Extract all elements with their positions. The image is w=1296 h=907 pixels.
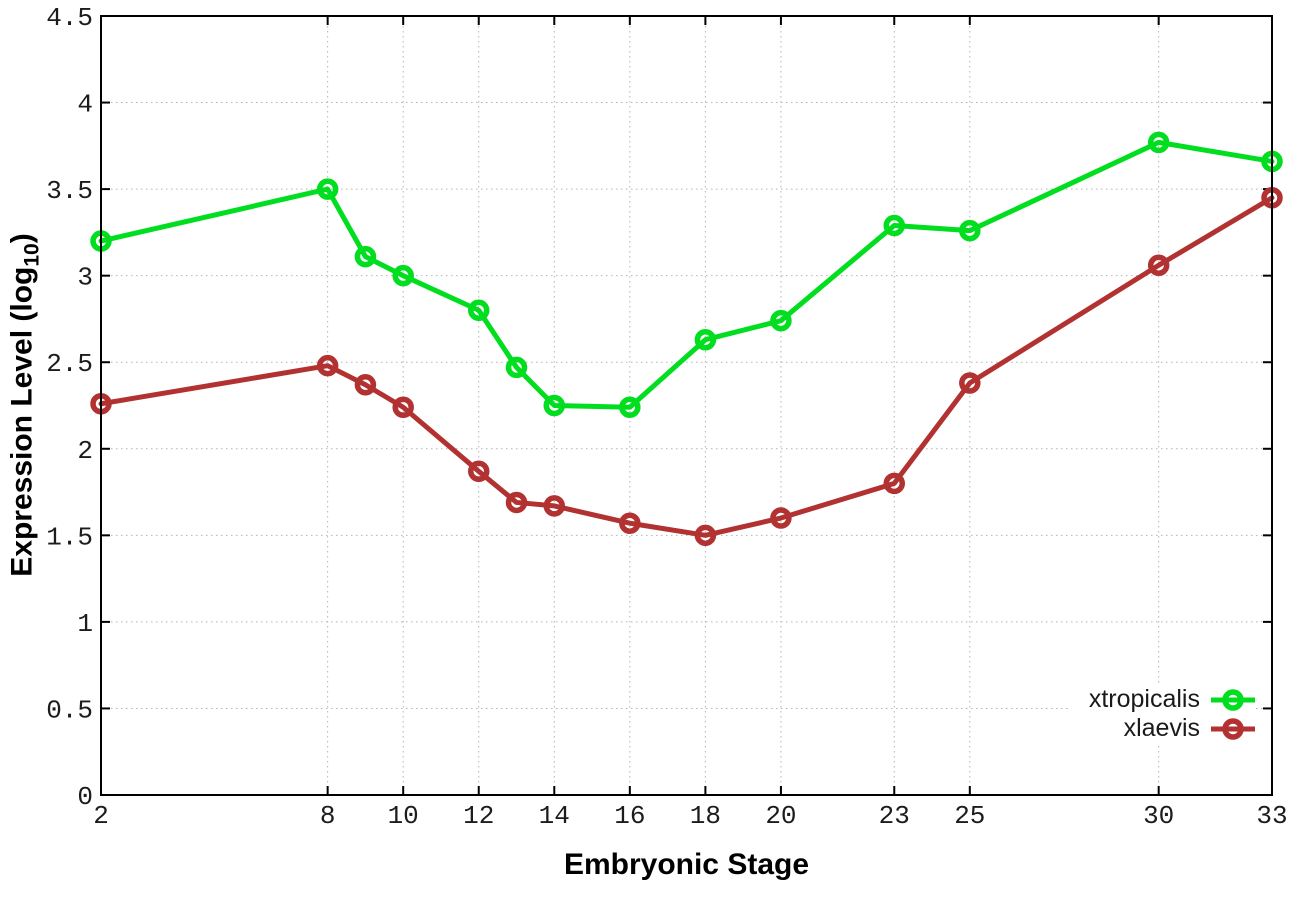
series-xtropicalis-point-stage-10 [392,264,414,287]
series-xlaevis-point-stage-30 [1147,254,1170,277]
series-xlaevis-point-stage-10 [392,396,414,418]
series-xlaevis-point-stage-20 [770,507,792,529]
legend-label-xtropicalis: xtropicalis [1088,685,1200,713]
series-xtropicalis-point-stage-16 [619,396,641,418]
x-tick-label-20: 20 [765,801,796,831]
y-tick-label-4.5: 4.5 [46,3,93,33]
series-xtropicalis-point-stage-9 [354,245,377,268]
x-tick-label-10: 10 [388,801,419,831]
y-tick-label-0: 0 [77,782,93,812]
x-tick-label-14: 14 [539,801,570,831]
x-tick-label-18: 18 [690,801,721,831]
legend-marker-open-circle [1211,688,1255,711]
y-tick-label-4: 4 [77,90,93,120]
series-xlaevis-point-stage-25 [959,372,981,394]
series-xtropicalis-point-stage-13 [505,356,528,379]
series-xtropicalis-point-stage-20 [770,309,792,332]
series-xtropicalis-point-stage-14 [543,394,566,417]
legend-item-xtropicalis: xtropicalis [1089,685,1256,714]
legend-item-xlaevis: xlaevis [1124,714,1256,743]
series-xlaevis-point-stage-9 [354,373,377,396]
series-xtropicalis-point-stage-8 [316,178,339,200]
series-xtropicalis-point-stage-12 [467,299,490,322]
x-tick-label-12: 12 [463,801,494,831]
series-xtropicalis-line [98,139,1275,410]
y-tick-label-1: 1 [77,609,93,639]
series-xlaevis-point-stage-12 [467,460,490,483]
series-xlaevis-point-stage-16 [619,512,641,534]
y-axis-label: Expression Level (log10) [6,233,45,576]
x-tick-label-16: 16 [614,801,645,831]
x-tick-label-25: 25 [954,801,985,831]
series-xlaevis-point-stage-18 [694,524,717,547]
y-tick-label-2: 2 [77,436,93,466]
y-axis-label-text: Expression Level (log [5,266,39,577]
series-xtropicalis-point-stage-25 [959,219,981,242]
y-tick-label-2.5: 2.5 [46,349,93,379]
y-tick-label-0.5: 0.5 [46,695,93,725]
series-xlaevis-point-stage-14 [543,495,566,517]
legend-label-xlaevis: xlaevis [1123,714,1200,742]
x-tick-label-8: 8 [320,801,336,831]
series-xtropicalis-point-stage-23 [883,214,906,237]
series-xlaevis-point-stage-23 [883,472,906,495]
legend-marker-open-circle [1211,717,1255,740]
plot-border [100,15,1273,796]
series-xtropicalis-point-stage-18 [694,328,717,351]
legend: xtropicalis xlaevis [1070,685,1256,743]
y-tick-label-3: 3 [77,263,93,293]
y-axis-label-subscript: 10 [20,243,44,267]
series-xlaevis-point-stage-8 [316,354,339,377]
x-axis-label: Embryonic Stage [563,848,810,881]
x-tick-label-2: 2 [93,801,109,831]
y-tick-label-1.5: 1.5 [46,522,93,552]
series-xtropicalis-point-stage-30 [1147,131,1170,154]
series-xlaevis-point-stage-13 [505,491,528,514]
y-axis-label-close-paren: ) [5,233,39,244]
x-tick-label-33: 33 [1256,801,1287,831]
series-xlaevis-line [98,195,1275,538]
x-tick-label-23: 23 [879,801,910,831]
x-tick-label-30: 30 [1143,801,1174,831]
y-tick-label-3.5: 3.5 [46,176,93,206]
